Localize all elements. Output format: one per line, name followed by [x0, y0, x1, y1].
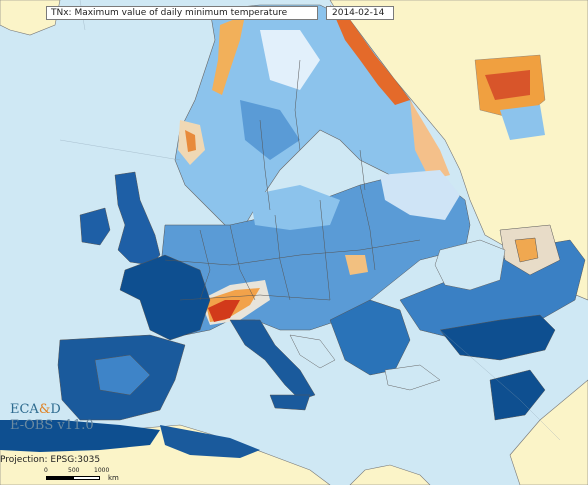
projection-label: Projection: EPSG:3035	[0, 455, 101, 465]
british-isles	[79, 171, 161, 266]
scale-tick-0: 0	[44, 467, 48, 474]
scale-tick-2: 1000	[94, 467, 110, 474]
map-date: 2014-02-14	[326, 6, 394, 20]
north-africa	[0, 420, 260, 458]
scandinavia	[174, 4, 450, 231]
scale-segment-light	[73, 476, 100, 480]
logo-suffix: D	[50, 402, 61, 417]
country-borders	[164, 59, 421, 301]
southern-europe	[57, 224, 586, 421]
scale-bar: 0 500 1000 km	[44, 467, 119, 482]
russia-east	[474, 54, 546, 140]
scale-tick-1: 500	[68, 467, 80, 474]
mainland-europe	[159, 170, 471, 336]
scale-segment-dark	[46, 476, 73, 480]
inland-seas	[289, 239, 506, 391]
map-title: TNx: Maximum value of daily minimum temp…	[46, 6, 318, 20]
logo-prefix: ECA	[10, 402, 39, 417]
logo-amp: &	[38, 402, 51, 417]
scale-unit: km	[108, 474, 119, 482]
dataset-label: E-OBS v11.0	[10, 418, 94, 433]
eca-logo: ECA&D	[10, 402, 61, 418]
